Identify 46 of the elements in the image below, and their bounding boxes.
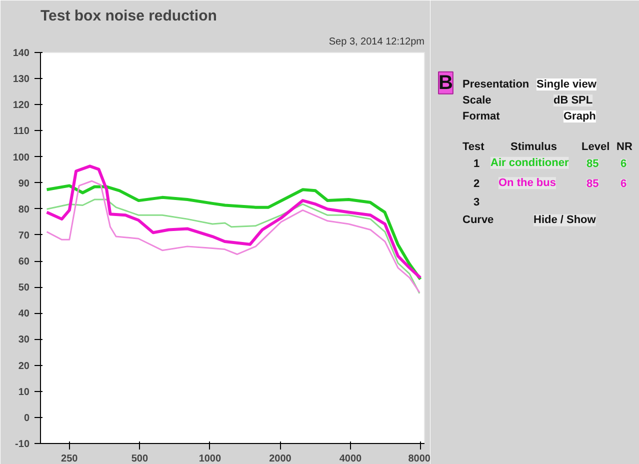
y-tick-label: 30 [18, 334, 30, 346]
text: Curve [462, 214, 494, 226]
y-tick-label: 100 [12, 152, 30, 164]
y-tick-label: 130 [12, 74, 30, 86]
text: dB SPL [554, 94, 593, 107]
x-tick-label: 250 [61, 454, 78, 464]
x-tick-label: 2000 [269, 454, 292, 464]
text: On the bus [498, 177, 556, 190]
x-tick-label: 4000 [339, 454, 362, 464]
text: Scale [462, 94, 492, 107]
text: 3 [474, 196, 480, 209]
text: Air conditioner [490, 156, 570, 169]
y-tick-label: 60 [18, 256, 30, 268]
y-tick-label: 20 [18, 360, 30, 372]
y-tick-label: -10 [15, 439, 30, 450]
text: Sep 3, 2014 12:12pm [328, 36, 425, 48]
text: 85 [586, 158, 599, 170]
text: B [438, 72, 453, 94]
text: Graph [564, 110, 596, 123]
text: Test [462, 140, 485, 153]
y-tick-label: 10 [18, 386, 30, 398]
x-tick-label: 500 [131, 454, 148, 464]
text: Stimulus [510, 140, 557, 153]
text: NR [616, 140, 632, 153]
y-tick-label: 80 [18, 204, 30, 216]
y-tick-label: 0 [24, 412, 30, 424]
text: 85 [586, 178, 599, 190]
text: Hide / Show [534, 214, 596, 226]
x-tick-label: 1000 [198, 454, 222, 464]
text: 1 [474, 158, 480, 170]
text: 6 [620, 158, 627, 170]
text: Format [462, 110, 500, 123]
text: Level [582, 140, 610, 153]
text: Single view [536, 78, 597, 91]
y-tick-label: 110 [13, 126, 30, 138]
y-tick-label: 90 [18, 178, 30, 190]
chart-title: Test box noise reduction [40, 8, 217, 24]
text: 6 [620, 178, 627, 190]
y-tick-label: 120 [12, 100, 30, 112]
x-tick-label: 8000 [408, 454, 431, 464]
text: Presentation [462, 78, 530, 91]
text: 2 [474, 178, 480, 190]
y-tick-label: 70 [18, 230, 30, 242]
y-tick-label: 50 [18, 282, 30, 294]
y-tick-label: 40 [18, 308, 30, 320]
y-tick-label: 140 [12, 48, 30, 59]
